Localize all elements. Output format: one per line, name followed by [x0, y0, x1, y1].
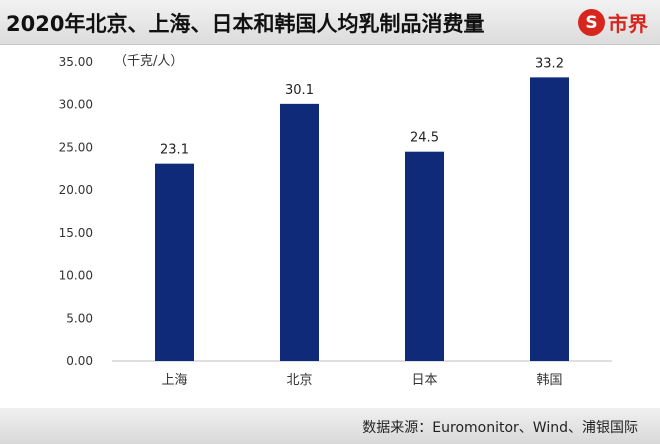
x-tick-label: 上海 [161, 373, 187, 388]
bar [280, 103, 319, 362]
unit-label: （千克/人） [114, 54, 183, 69]
x-tick-label: 日本 [411, 373, 437, 388]
y-tick-label: 25.00 [59, 140, 93, 154]
header-bar: 2020年北京、上海、日本和韩国人均乳制品消费量 S 市界 [0, 0, 660, 45]
source-note: 数据来源：Euromonitor、Wind、浦银国际 [362, 420, 638, 436]
x-tick-label: 韩国 [536, 373, 562, 388]
y-tick-label: 35.00 [59, 55, 93, 69]
bar [405, 151, 444, 361]
y-tick-label: 0.00 [66, 354, 93, 368]
brand-s-icon: S [578, 9, 605, 36]
x-tick-label: 北京 [286, 373, 312, 388]
y-tick-label: 15.00 [59, 226, 93, 240]
brand-name: 市界 [608, 12, 648, 36]
y-tick-label: 5.00 [66, 311, 93, 325]
y-tick-label: 30.00 [59, 98, 93, 112]
y-tick-label: 10.00 [59, 269, 93, 283]
data-label: 24.5 [410, 131, 439, 146]
footer-bar: 数据来源：Euromonitor、Wind、浦银国际 [0, 408, 660, 444]
chart-title: 2020年北京、上海、日本和韩国人均乳制品消费量 [6, 12, 485, 36]
data-label: 30.1 [285, 83, 314, 98]
bar [155, 163, 194, 361]
bar [530, 77, 569, 362]
bar-chart: 0.00 5.00 10.00 15.00 20.00 25.00 30.00 35.00 （千… [59, 54, 612, 388]
brand-logo: S 市界 [578, 8, 648, 37]
data-label: 33.2 [535, 56, 564, 71]
y-tick-label: 20.00 [59, 183, 93, 197]
data-label: 23.1 [160, 143, 189, 158]
